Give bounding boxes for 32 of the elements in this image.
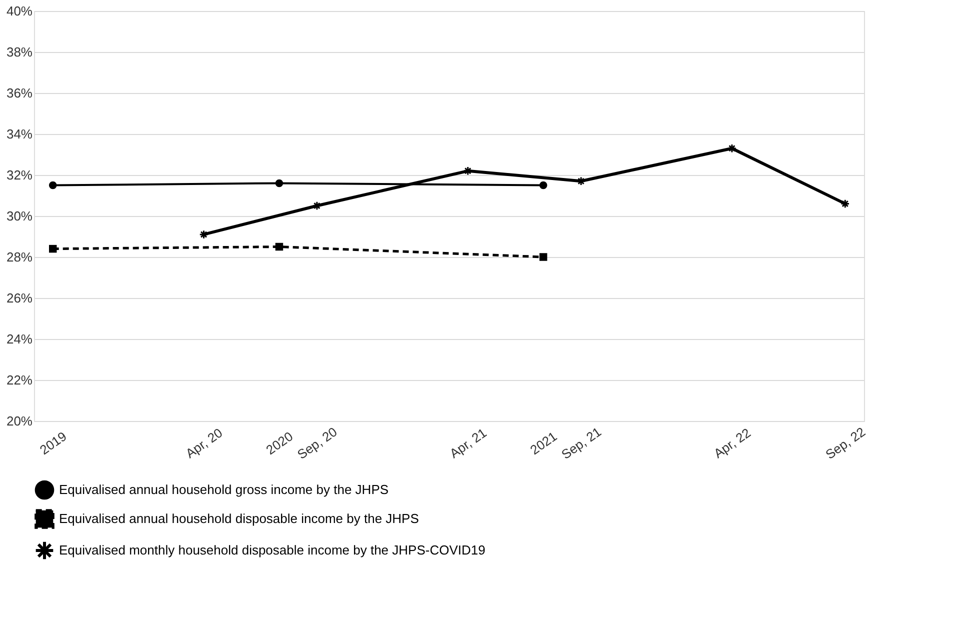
point xyxy=(576,176,586,186)
point xyxy=(539,181,548,190)
y-tick-label: 32% xyxy=(6,168,33,182)
y-tick-label: 34% xyxy=(6,126,33,142)
x-tick-label: Sep, 22 xyxy=(822,424,868,462)
point xyxy=(199,230,208,240)
point xyxy=(727,144,737,153)
point xyxy=(48,244,57,253)
point xyxy=(48,181,57,190)
y-tick-label: 22% xyxy=(6,372,33,388)
y-tick-label: 26% xyxy=(6,290,33,306)
y-tick-label: 24% xyxy=(6,332,33,346)
x-tick-label: Sep, 20 xyxy=(294,424,340,462)
y-tick-label: 28% xyxy=(6,250,33,264)
x-tick-label: Apr, 22 xyxy=(710,425,754,462)
x-tick-label: Sep, 21 xyxy=(558,424,604,462)
point xyxy=(840,199,850,208)
y-tick-label: 40% xyxy=(6,4,33,18)
legend-label: Equivalised monthly household disposable income by the JHPS-COVID19 xyxy=(59,542,486,558)
point xyxy=(463,166,472,176)
y-tick-label: 36% xyxy=(6,86,33,100)
x-tick-label: Apr, 20 xyxy=(182,425,226,462)
x-tick-label: Apr, 21 xyxy=(446,425,490,462)
y-tick-label: 30% xyxy=(6,208,33,224)
point xyxy=(275,242,284,251)
legend-label: Equivalised annual household gross income by the JHPS xyxy=(59,482,389,497)
y-tick-label: 20% xyxy=(6,414,33,428)
point xyxy=(312,201,322,210)
legend-label: Equivalised annual household disposable income by the JHPS xyxy=(59,511,420,526)
point xyxy=(539,253,548,261)
point xyxy=(275,179,284,188)
y-tick-label: 38% xyxy=(6,44,33,60)
